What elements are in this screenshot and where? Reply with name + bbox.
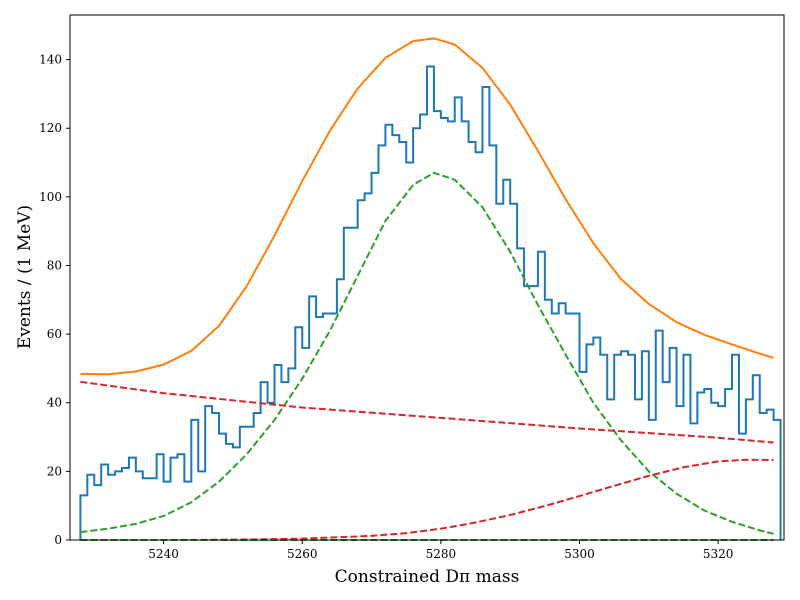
y-tick-label: 60: [47, 327, 62, 341]
histogram-step: [79, 65, 782, 540]
fit-curve-4: [80, 458, 774, 541]
tick-layer: 5240 5260 5280 5300 5320 0 20 40 60 80 100 120 140: [39, 53, 733, 561]
y-tick-label: 40: [47, 396, 62, 410]
plot-frame: [69, 14, 785, 541]
y-tick-label: 80: [47, 258, 62, 272]
x-tick-label: 5280: [426, 547, 457, 561]
y-tick-label: 120: [39, 121, 62, 135]
y-tick-label: 140: [39, 53, 62, 67]
x-tick-label: 5300: [564, 547, 595, 561]
x-axis-label: Constrained Dπ mass: [335, 567, 520, 587]
y-axis-label: Events / (1 MeV): [15, 205, 35, 349]
y-tick-label: 0: [54, 533, 62, 547]
fit-curve-3: [80, 380, 774, 444]
x-tick-label: 5240: [148, 547, 179, 561]
fit-curve-2: [80, 171, 774, 535]
x-tick-label: 5260: [287, 547, 318, 561]
x-tick-label: 5320: [703, 547, 734, 561]
y-tick-label: 100: [39, 190, 62, 204]
y-tick-label: 20: [47, 464, 62, 478]
fit-curve-1: [80, 37, 774, 376]
